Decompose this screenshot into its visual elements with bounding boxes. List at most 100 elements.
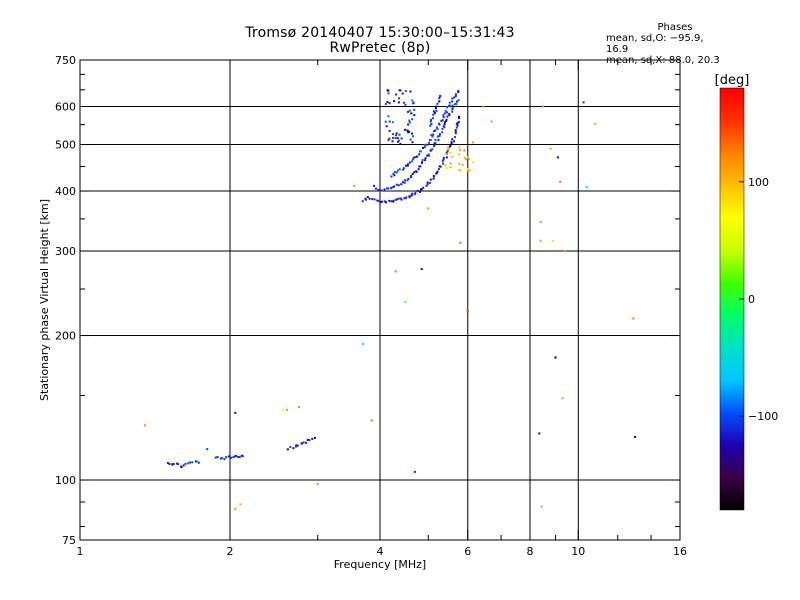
data-point: [390, 175, 393, 178]
data-point: [634, 435, 637, 438]
data-point: [439, 95, 442, 98]
data-point: [400, 137, 403, 140]
data-point: [430, 123, 433, 125]
data-point: [435, 171, 438, 174]
data-point: [466, 156, 469, 159]
phase-stats-o: mean, sd,O: −95.9, 16.9: [606, 33, 704, 55]
data-point: [399, 197, 402, 200]
data-point: [384, 103, 387, 105]
data-point: [443, 126, 446, 129]
data-point: [237, 455, 240, 458]
data-point: [457, 121, 460, 124]
data-point: [438, 134, 441, 137]
data-point: [424, 157, 427, 160]
data-point: [442, 158, 445, 161]
data-point: [434, 105, 437, 108]
data-point: [294, 445, 297, 448]
data-point: [385, 201, 387, 204]
data-point: [468, 169, 471, 172]
data-point: [306, 438, 309, 441]
data-point: [434, 107, 437, 110]
data-point: [467, 158, 470, 161]
data-point: [412, 102, 414, 105]
data-point: [405, 196, 408, 199]
data-point: [440, 120, 443, 123]
data-point: [451, 106, 454, 109]
data-point: [394, 137, 397, 139]
data-point: [395, 198, 398, 201]
data-point: [448, 114, 451, 117]
data-point: [406, 164, 409, 167]
data-point: [461, 163, 464, 166]
data-point: [429, 178, 432, 181]
data-point: [432, 117, 435, 120]
y-tick-label: 100: [55, 474, 76, 487]
data-point: [490, 120, 493, 123]
data-point: [398, 133, 401, 136]
data-point: [387, 187, 390, 190]
data-point: [459, 241, 462, 244]
y-tick-label: 75: [62, 534, 76, 547]
data-point: [449, 162, 452, 165]
data-point: [451, 104, 454, 107]
data-point: [443, 123, 446, 125]
data-point: [632, 317, 635, 320]
data-point: [297, 405, 300, 408]
data-point: [445, 156, 448, 159]
data-point: [216, 456, 219, 459]
data-point: [401, 181, 404, 184]
data-point: [446, 106, 449, 109]
data-point: [399, 142, 402, 145]
data-point: [444, 109, 447, 112]
data-point: [419, 190, 421, 193]
data-point: [387, 115, 390, 118]
data-point: [434, 129, 437, 132]
data-point: [431, 148, 434, 151]
data-point: [459, 169, 462, 172]
y-tick-label: 500: [55, 139, 76, 152]
data-point: [459, 148, 462, 151]
data-point: [300, 442, 303, 445]
data-point: [184, 462, 187, 465]
data-point: [353, 184, 356, 187]
data-point: [397, 139, 400, 142]
data-point: [438, 96, 441, 99]
data-point: [464, 158, 467, 161]
data-point: [442, 116, 445, 119]
data-point: [410, 176, 412, 179]
phase-stats-heading: Phases: [657, 22, 693, 33]
data-point: [454, 132, 457, 135]
grid: [80, 60, 680, 540]
data-point: [409, 90, 412, 93]
data-point: [467, 168, 470, 170]
data-point: [316, 483, 319, 486]
colorbar-tick-label: 0: [748, 293, 755, 306]
data-point: [166, 462, 169, 464]
data-point: [366, 196, 369, 199]
data-point: [390, 200, 393, 203]
data-point: [463, 156, 466, 159]
data-point: [403, 179, 406, 182]
x-tick-label: 1: [77, 545, 84, 558]
data-point: [370, 419, 373, 422]
data-point: [391, 121, 394, 124]
colorbar-tick-label: −100: [748, 410, 778, 423]
data-point: [585, 185, 588, 188]
data-point: [238, 456, 241, 459]
data-point: [407, 131, 410, 134]
data-point: [409, 138, 412, 141]
data-point: [408, 195, 411, 198]
data-point: [444, 164, 447, 167]
data-point: [442, 156, 445, 159]
data-point: [397, 184, 400, 187]
data-point: [436, 135, 439, 138]
data-point: [398, 97, 401, 100]
data-point: [233, 455, 236, 458]
data-point: [296, 444, 299, 447]
data-point: [433, 112, 436, 114]
data-point: [454, 129, 457, 131]
data-point: [400, 183, 403, 186]
data-point: [561, 397, 564, 400]
data-point: [171, 463, 174, 466]
data-point: [422, 186, 425, 189]
